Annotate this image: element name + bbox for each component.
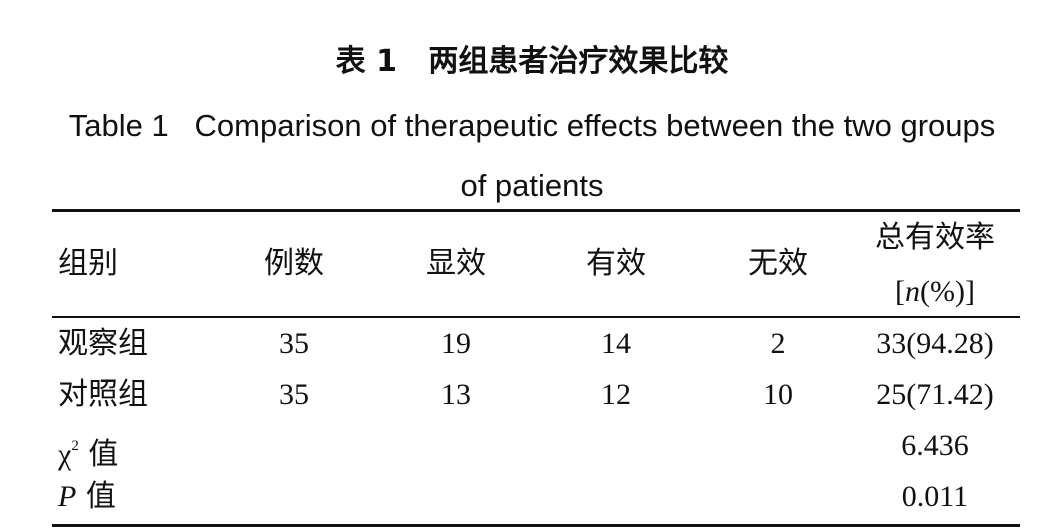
- header-marked-effect: 显效: [426, 246, 486, 281]
- row-observation-cases: 35: [279, 327, 309, 360]
- table-title-english: Table 1 Comparison of therapeutic effect…: [68, 108, 1004, 203]
- row-control-effective: 12: [601, 378, 631, 411]
- header-group: 组别: [58, 246, 118, 281]
- row-observation-effective: 14: [601, 327, 631, 360]
- row-observation-group: 观察组: [58, 326, 148, 361]
- header-total-effective-rate: 总有效率: [875, 220, 995, 255]
- header-total-rate-unit: [n(%)]: [895, 275, 975, 308]
- row-control-cases: 35: [279, 378, 309, 411]
- table-bottom-rule: [52, 524, 1020, 527]
- chi-square-label: χ2 值: [58, 437, 119, 472]
- p-value-label: P 值: [58, 479, 116, 514]
- p-value: 0.011: [901, 480, 969, 513]
- row-observation-total-rate: 33(94.28): [876, 327, 994, 360]
- header-cases: 例数: [264, 246, 324, 281]
- row-observation-ineffective: 2: [770, 327, 786, 360]
- table-top-rule: [52, 209, 1020, 212]
- row-observation-marked: 19: [441, 327, 471, 360]
- header-ineffective: 无效: [748, 246, 808, 281]
- chi-square-value: 6.436: [901, 429, 969, 462]
- table-header-rule: [52, 316, 1020, 318]
- header-effective: 有效: [586, 246, 646, 281]
- row-control-marked: 13: [441, 378, 471, 411]
- row-control-total-rate: 25(71.42): [876, 378, 994, 411]
- row-control-group: 对照组: [58, 377, 148, 412]
- row-control-ineffective: 10: [763, 378, 793, 411]
- table-title-chinese: 表 1 两组患者治疗效果比较: [335, 44, 729, 79]
